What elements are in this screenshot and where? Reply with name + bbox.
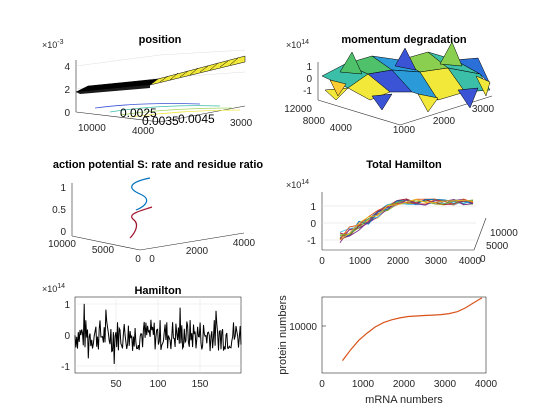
position-surface-high (149, 55, 246, 86)
momentum-ztick-0: 0 (306, 74, 312, 85)
position-contours (94, 103, 241, 118)
action-ztick-1: 1 (60, 183, 66, 194)
action-xtick-10000: 10000 (48, 239, 76, 250)
momentum-exponent: ×1014 (286, 39, 309, 50)
momentum-xtick-12000: 12000 (284, 104, 312, 115)
hamilton-title: Hamilton (134, 285, 181, 297)
position-ytick-3000: 3000 (230, 118, 253, 129)
protein-xtick-4000: 4000 (475, 379, 498, 390)
action-axes (71, 183, 245, 251)
totalham-ytick-0: 0 (480, 254, 486, 265)
momentum-axes (317, 62, 493, 126)
position-contour-label-3: 0.0035 (142, 114, 179, 128)
totalham-series-group (339, 198, 474, 244)
panel-position: position ×10-3 4 2 0 (42, 34, 253, 137)
action-xtick-0: 0 (135, 254, 141, 265)
action-ytick-2000: 2000 (186, 246, 209, 257)
momentum-surface (321, 41, 491, 113)
hamilton-ytick-m1: -1 (61, 362, 70, 373)
totalham-xtick-1000: 1000 (349, 256, 372, 267)
totalham-series-line (339, 198, 474, 240)
position-xtick-10000: 10000 (78, 123, 106, 134)
protein-ytick-10000: 10000 (289, 322, 317, 333)
totalham-title: Total Hamilton (366, 159, 442, 171)
protein-xtick-1000: 1000 (352, 379, 375, 390)
action-xtick-5000: 5000 (92, 245, 115, 256)
totalham-exponent: ×1014 (286, 179, 309, 190)
totalham-series-line (339, 199, 474, 238)
hamilton-xtick-100: 100 (150, 379, 167, 390)
panel-hamilton: Hamilton ×1014 1 0 -1 50 100 150 (42, 283, 242, 390)
protein-ylabel: protein numbers (277, 295, 289, 375)
hamilton-xtick-150: 150 (192, 379, 209, 390)
hamilton-ytick-0: 0 (64, 331, 70, 342)
position-xtick-4000: 4000 (132, 126, 155, 137)
totalham-series-line (339, 198, 474, 241)
panel-action: action potential S: rate and residue rat… (48, 159, 263, 265)
action-title: action potential S: rate and residue rat… (53, 159, 264, 171)
totalham-ytick-10000: 10000 (490, 228, 518, 239)
position-grid (75, 49, 246, 90)
protein-xlabel: mRNA numbers (365, 394, 443, 406)
hamilton-ytick-1: 1 (64, 300, 70, 311)
totalham-series-line (339, 198, 474, 239)
protein-xtick-2000: 2000 (393, 379, 416, 390)
hamilton-series-line (74, 303, 242, 365)
action-ztick-05: 0.5 (52, 205, 66, 216)
totalham-axes (321, 192, 487, 251)
totalham-xtick-3000: 3000 (425, 256, 448, 267)
totalham-series-line (339, 199, 474, 240)
totalham-xtick-2000: 2000 (387, 256, 410, 267)
position-axes (75, 60, 246, 123)
protein-series-line (342, 297, 483, 361)
totalham-ztick-1: 1 (310, 202, 316, 213)
momentum-xtick-4000: 4000 (330, 123, 353, 134)
position-surface-hatch (159, 57, 239, 83)
action-ztick-0: 0 (60, 227, 66, 238)
momentum-xtick-8000: 8000 (303, 116, 326, 127)
momentum-ytick-2000: 2000 (433, 116, 456, 127)
totalham-grid (322, 205, 476, 241)
momentum-ytick-3000: 3000 (472, 104, 495, 115)
momentum-ztick-1: 1 (306, 62, 312, 73)
position-surface-low-2 (76, 85, 150, 94)
position-contour-label-2: 0.0045 (178, 112, 215, 126)
position-ztick-2: 2 (64, 85, 70, 96)
action-series-red (129, 206, 153, 239)
momentum-ytick-1000: 1000 (393, 125, 416, 136)
totalham-xtick-0: 0 (319, 256, 325, 267)
protein-xtick-3000: 3000 (434, 379, 457, 390)
position-title: position (139, 34, 182, 46)
totalham-ytick-5000: 5000 (486, 241, 509, 252)
panel-protein: 10000 0 1000 2000 3000 4000 mRNA numbers… (277, 295, 498, 406)
position-exponent: ×10-3 (42, 39, 64, 50)
momentum-ztick-m1: -1 (303, 86, 312, 97)
action-ytick-4000: 4000 (233, 238, 256, 249)
totalham-ztick-0: 0 (310, 219, 316, 230)
totalham-series-line (339, 198, 474, 240)
hamilton-xtick-50: 50 (110, 379, 122, 390)
action-series-blue (131, 177, 151, 211)
protein-plot-area (321, 296, 487, 374)
totalham-ztick-m1: -1 (307, 236, 316, 247)
action-ytick-0: 0 (149, 254, 155, 265)
position-ztick-0: 0 (64, 108, 70, 119)
protein-xtick-0: 0 (319, 379, 325, 390)
hamilton-exponent: ×1014 (42, 283, 65, 294)
panel-totalham: Total Hamilton ×1014 1 0 -1 0 1000 2000 … (286, 159, 518, 267)
position-contour-label-1: 0.0025 (120, 106, 157, 120)
momentum-title: momentum degradation (341, 34, 467, 46)
position-ztick-4: 4 (64, 62, 70, 73)
totalham-xtick-4000: 4000 (459, 256, 482, 267)
panel-momentum: momentum degradation ×1014 1 0 -1 (284, 34, 494, 136)
